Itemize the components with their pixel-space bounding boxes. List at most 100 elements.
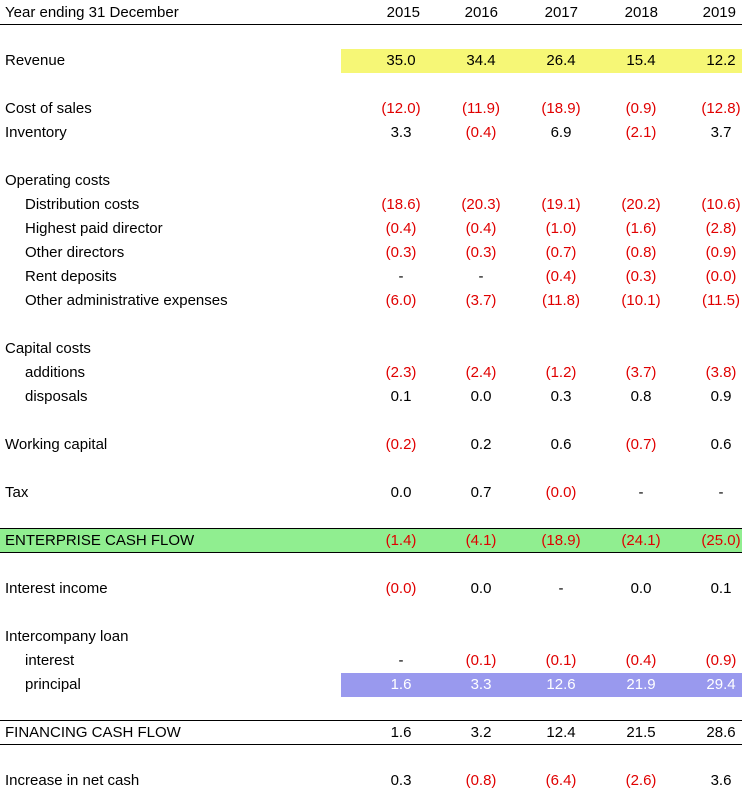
value-cell-2015: (1.4) [385, 532, 417, 549]
value-cell-2019: - [718, 484, 724, 501]
value-cell-2019: (25.0) [701, 532, 741, 549]
row-label: ENTERPRISE CASH FLOW [5, 532, 195, 549]
row-label: Inventory [5, 124, 67, 141]
value-cell-2018: - [638, 484, 644, 501]
value-cell-2018: 15.4 [626, 52, 656, 69]
value-cell-2019: 3.6 [710, 772, 732, 789]
row-distribution-costs: Distribution costs (18.6) (20.3) (19.1) (20.… [0, 193, 742, 217]
row-label: Working capital [5, 436, 108, 453]
row-label: Cost of sales [5, 100, 92, 117]
financing-top-rule [0, 720, 742, 721]
row-revenue: Revenue 35.0 34.4 26.4 15.4 12.2 [0, 49, 742, 73]
row-label: Rent deposits [25, 268, 117, 285]
value-cell-2019: (11.5) [701, 292, 741, 309]
value-cell-2019: (12.8) [701, 100, 741, 117]
value-cell-2015: 1.6 [390, 724, 412, 741]
value-cell-2018: (10.1) [621, 292, 661, 309]
value-cell-2016: 0.0 [470, 580, 492, 597]
enterprise-cash-flow-highlight [0, 529, 742, 553]
value-cell-2019: (2.8) [705, 220, 737, 237]
row-label: Operating costs [5, 172, 111, 189]
value-cell-2019: (0.9) [705, 652, 737, 669]
row-label: Intercompany loan [5, 628, 129, 645]
value-cell-2015: - [398, 652, 404, 669]
value-cell-2019: 0.1 [710, 580, 732, 597]
row-label: Capital costs [5, 340, 91, 357]
row-other-admin: Other administrative expenses (6.0) (3.7) (… [0, 289, 742, 313]
value-cell-2017: (1.2) [545, 364, 577, 381]
value-cell-2017: 12.6 [546, 676, 576, 693]
value-cell-2015: 0.0 [390, 484, 412, 501]
value-cell-2016: 0.0 [470, 388, 492, 405]
header-year-2015: 2015 [386, 4, 420, 21]
value-cell-2015: (18.6) [381, 196, 421, 213]
value-cell-2018: (0.7) [625, 436, 657, 453]
row-label: Highest paid director [25, 220, 163, 237]
value-cell-2017: (0.1) [545, 652, 577, 669]
row-label: principal [25, 676, 81, 693]
row-label: Revenue [5, 52, 66, 69]
row-rent-deposits: Rent deposits - - (0.4) (0.3) (0.0) [0, 265, 742, 289]
value-cell-2019: (10.6) [701, 196, 741, 213]
value-cell-2015: 1.6 [390, 676, 412, 693]
value-cell-2016: 0.2 [470, 436, 492, 453]
row-label: FINANCING CASH FLOW [5, 724, 181, 741]
value-cell-2016: (0.4) [465, 124, 497, 141]
value-cell-2016: (4.1) [465, 532, 497, 549]
value-cell-2017: (0.4) [545, 268, 577, 285]
value-cell-2016: 3.2 [470, 724, 492, 741]
row-working-capital: Working capital (0.2) 0.2 0.6 (0.7) 0.6 [0, 433, 742, 457]
value-cell-2015: (0.4) [385, 220, 417, 237]
value-cell-2018: 21.9 [626, 676, 656, 693]
row-tax: Tax 0.0 0.7 (0.0) - - [0, 481, 742, 505]
value-cell-2015: - [398, 268, 404, 285]
value-cell-2017: (18.9) [541, 100, 581, 117]
header-year-2016: 2016 [464, 4, 498, 21]
header-rule [0, 24, 742, 25]
value-cell-2016: (2.4) [465, 364, 497, 381]
value-cell-2018: (1.6) [625, 220, 657, 237]
row-operating-costs: Operating costs [0, 169, 742, 193]
value-cell-2016: 3.3 [470, 676, 492, 693]
row-label: Tax [5, 484, 29, 501]
row-label: Increase in net cash [5, 772, 140, 789]
value-cell-2017: 0.6 [550, 436, 572, 453]
row-label: Interest income [5, 580, 108, 597]
row-label: Distribution costs [25, 196, 140, 213]
value-cell-2019: 12.2 [706, 52, 736, 69]
header-row: Year ending 31 December 2015 2016 2017 2… [0, 1, 742, 25]
value-cell-2017: (18.9) [541, 532, 581, 549]
value-cell-2017: 12.4 [546, 724, 576, 741]
value-cell-2016: - [478, 268, 484, 285]
row-cost-of-sales: Cost of sales (12.0) (11.9) (18.9) (0.9) (12.… [0, 97, 742, 121]
value-cell-2018: (24.1) [621, 532, 661, 549]
row-label: interest [25, 652, 75, 669]
value-cell-2017: (0.0) [545, 484, 577, 501]
enterprise-top-rule [0, 528, 742, 529]
financing-bottom-rule [0, 744, 742, 745]
value-cell-2017: 26.4 [546, 52, 576, 69]
row-additions: additions (2.3) (2.4) (1.2) (3.7) (3.8) [0, 361, 742, 385]
value-cell-2015: 3.3 [390, 124, 412, 141]
value-cell-2016: (11.9) [461, 100, 501, 117]
value-cell-2016: (0.8) [465, 772, 497, 789]
row-label: Other directors [25, 244, 125, 261]
header-year-2017: 2017 [544, 4, 578, 21]
value-cell-2019: 29.4 [706, 676, 736, 693]
revenue-highlight [341, 49, 742, 73]
value-cell-2019: 3.7 [710, 124, 732, 141]
value-cell-2016: (3.7) [465, 292, 497, 309]
value-cell-2019: (0.9) [705, 244, 737, 261]
row-label: disposals [25, 388, 88, 405]
row-interest-income: Interest income (0.0) 0.0 - 0.0 0.1 [0, 577, 742, 601]
row-financing-cash-flow: FINANCING CASH FLOW 1.6 3.2 12.4 21.5 28.6 [0, 721, 742, 745]
value-cell-2015: (0.2) [385, 436, 417, 453]
value-cell-2016: (0.1) [465, 652, 497, 669]
row-intercompany-loan: Intercompany loan [0, 625, 742, 649]
value-cell-2017: 0.3 [550, 388, 572, 405]
value-cell-2018: (0.4) [625, 652, 657, 669]
row-label: Other administrative expenses [25, 292, 228, 309]
value-cell-2017: (19.1) [541, 196, 581, 213]
value-cell-2017: (6.4) [545, 772, 577, 789]
